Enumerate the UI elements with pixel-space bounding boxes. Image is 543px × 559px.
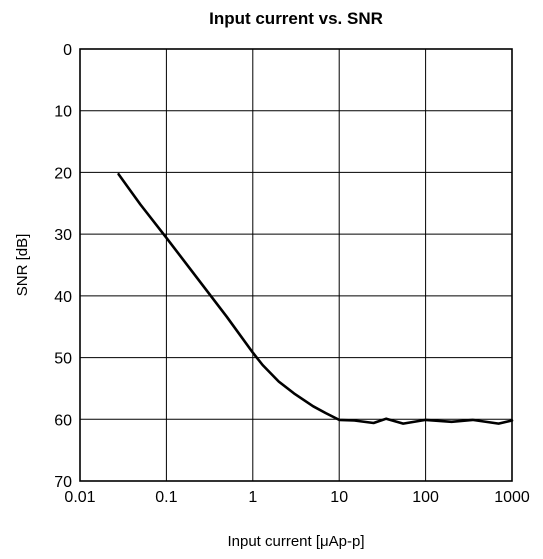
plot-frame [79, 48, 513, 482]
y-tick-label: 30 [54, 227, 72, 244]
y-tick-label: 70 [54, 474, 72, 491]
x-tick-labels: 0.01 0.1 1 10 100 1000 [64, 489, 529, 506]
y-tick-label: 20 [54, 165, 72, 182]
y-tick-label: 0 [63, 42, 72, 59]
y-axis-label: SNR [dB] [14, 234, 31, 297]
series-line [117, 173, 514, 425]
x-tick-label: 0.01 [64, 489, 95, 506]
x-tick-label: 100 [412, 489, 439, 506]
y-tick-label: 40 [54, 289, 72, 306]
grid-lines [80, 49, 512, 481]
x-axis-label: Input current [μAp-p] [227, 533, 364, 550]
x-tick-label: 10 [330, 489, 348, 506]
x-tick-label: 1000 [494, 489, 530, 506]
y-tick-label: 60 [54, 412, 72, 429]
y-tick-label: 50 [54, 351, 72, 368]
y-tick-label: 10 [54, 104, 72, 121]
x-tick-label: 1 [248, 489, 257, 506]
y-tick-labels: 0 10 20 30 40 50 60 70 [54, 42, 72, 491]
chart-title: Input current vs. SNR [209, 9, 383, 28]
x-tick-label: 0.1 [155, 489, 177, 506]
